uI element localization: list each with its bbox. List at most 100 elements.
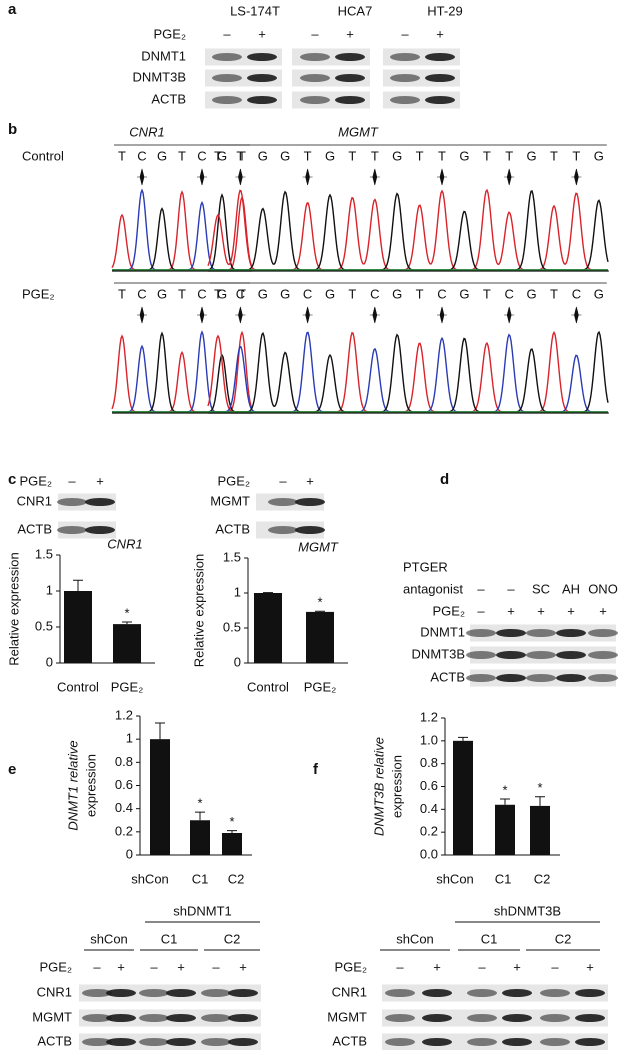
y-tick-label: 1.0 <box>420 732 438 747</box>
treatment-sign: + <box>433 959 441 974</box>
treatment-sign: – <box>279 473 287 488</box>
base-letter: T <box>214 148 222 163</box>
cpg-star <box>197 168 207 186</box>
antagonist: – <box>477 581 485 596</box>
antagonist: AH <box>562 581 580 596</box>
cpg-star <box>571 168 582 186</box>
blot-band <box>166 988 196 998</box>
significance-marker: * <box>317 595 322 610</box>
blot-band <box>556 628 586 638</box>
y-axis-label: expression <box>83 754 98 817</box>
blot-background <box>205 48 282 66</box>
blot-band <box>588 650 618 660</box>
cpg-star <box>369 306 380 324</box>
blot-row-label: MGMT <box>32 1009 72 1024</box>
treatment-sign: – <box>223 26 231 41</box>
base-letter: G <box>217 148 227 163</box>
blot-row-label: DNMT1 <box>141 48 186 63</box>
error-bar <box>315 610 325 612</box>
error-bar <box>195 811 205 821</box>
blot-band <box>139 1013 169 1023</box>
treatment-label: PGE₂ <box>218 473 251 488</box>
treatment-sign: – <box>396 959 404 974</box>
base-letter: T <box>348 148 356 163</box>
error-bar <box>73 579 83 591</box>
cell-line: HT-29 <box>427 3 462 18</box>
base-letter: C <box>370 286 379 301</box>
blot-row-label: ACTB <box>215 521 250 536</box>
blot-band <box>588 628 618 638</box>
y-tick-label: 1 <box>234 584 241 599</box>
y-tick-label: 0.0 <box>420 846 438 861</box>
blot-band <box>466 650 496 660</box>
panel-label: a <box>8 1 17 18</box>
blot-band <box>166 1037 196 1047</box>
base-letter: C <box>236 286 245 301</box>
base-letter: T <box>214 286 222 301</box>
cpg-star <box>235 306 246 324</box>
blot-band <box>82 1037 112 1047</box>
base-letter: G <box>459 148 469 163</box>
blot-band <box>268 497 298 507</box>
blot-row-label: DNMT1 <box>420 624 465 639</box>
y-tick-label: 1 <box>46 582 53 597</box>
treatment-sign: + <box>258 26 266 41</box>
cpg-star <box>369 168 380 186</box>
blot-background <box>292 91 370 109</box>
blot-band <box>502 1013 532 1023</box>
base-letter: T <box>371 148 379 163</box>
blot-band <box>247 73 277 83</box>
group: C1 <box>161 931 178 946</box>
blot-band <box>575 1037 605 1047</box>
blot-band <box>85 525 115 535</box>
x-tick-label: C2 <box>534 871 551 886</box>
blot-band <box>422 1013 452 1023</box>
error-bar <box>122 621 132 625</box>
base-letter: T <box>416 286 424 301</box>
base-letter: G <box>325 286 335 301</box>
base-letter: T <box>118 286 126 301</box>
significance-marker: * <box>124 605 129 620</box>
y-tick-label: 0.8 <box>420 755 438 770</box>
blot-band <box>390 73 420 83</box>
cpg-star <box>437 168 447 186</box>
cpg-star <box>197 306 207 324</box>
blot-band <box>502 988 532 998</box>
bar <box>64 591 92 663</box>
blot-band <box>85 497 115 507</box>
blot-band <box>212 52 242 62</box>
chart-title: CNR1 <box>107 536 142 551</box>
panel-label: b <box>8 121 17 138</box>
base-letter: G <box>459 286 469 301</box>
blot-band <box>466 673 496 683</box>
blot-row-label: ACTB <box>37 1033 72 1048</box>
y-tick-label: 0.6 <box>420 778 438 793</box>
treatment-sign: – <box>551 959 559 974</box>
base-letter: C <box>437 286 446 301</box>
antagonist-label: antagonist <box>403 581 463 596</box>
error-bar <box>155 722 165 740</box>
treatment-label: PGE₂ <box>154 26 187 41</box>
treatment-sign: + <box>537 603 545 618</box>
cpg-star <box>437 306 447 324</box>
chromatogram-trace <box>111 330 253 413</box>
chromatogram-trace <box>207 188 608 271</box>
bar <box>150 739 170 855</box>
blot-background <box>292 69 370 87</box>
blot-band <box>526 628 556 638</box>
treatment-sign: – <box>93 959 101 974</box>
blot-background <box>292 48 370 66</box>
y-tick-label: 0.6 <box>115 777 133 792</box>
base-letter: T <box>483 286 491 301</box>
cell-line: LS-174T <box>230 3 280 18</box>
base-letter: G <box>217 286 227 301</box>
group: shCon <box>396 931 434 946</box>
antagonist-label: PTGER <box>403 559 448 574</box>
blot-band <box>556 650 586 660</box>
blot-band <box>496 673 526 683</box>
blot-band <box>385 1037 415 1047</box>
y-tick-label: 0.5 <box>35 618 53 633</box>
base-letter: T <box>438 148 446 163</box>
blot-band <box>390 95 420 105</box>
base-letter: T <box>304 148 312 163</box>
